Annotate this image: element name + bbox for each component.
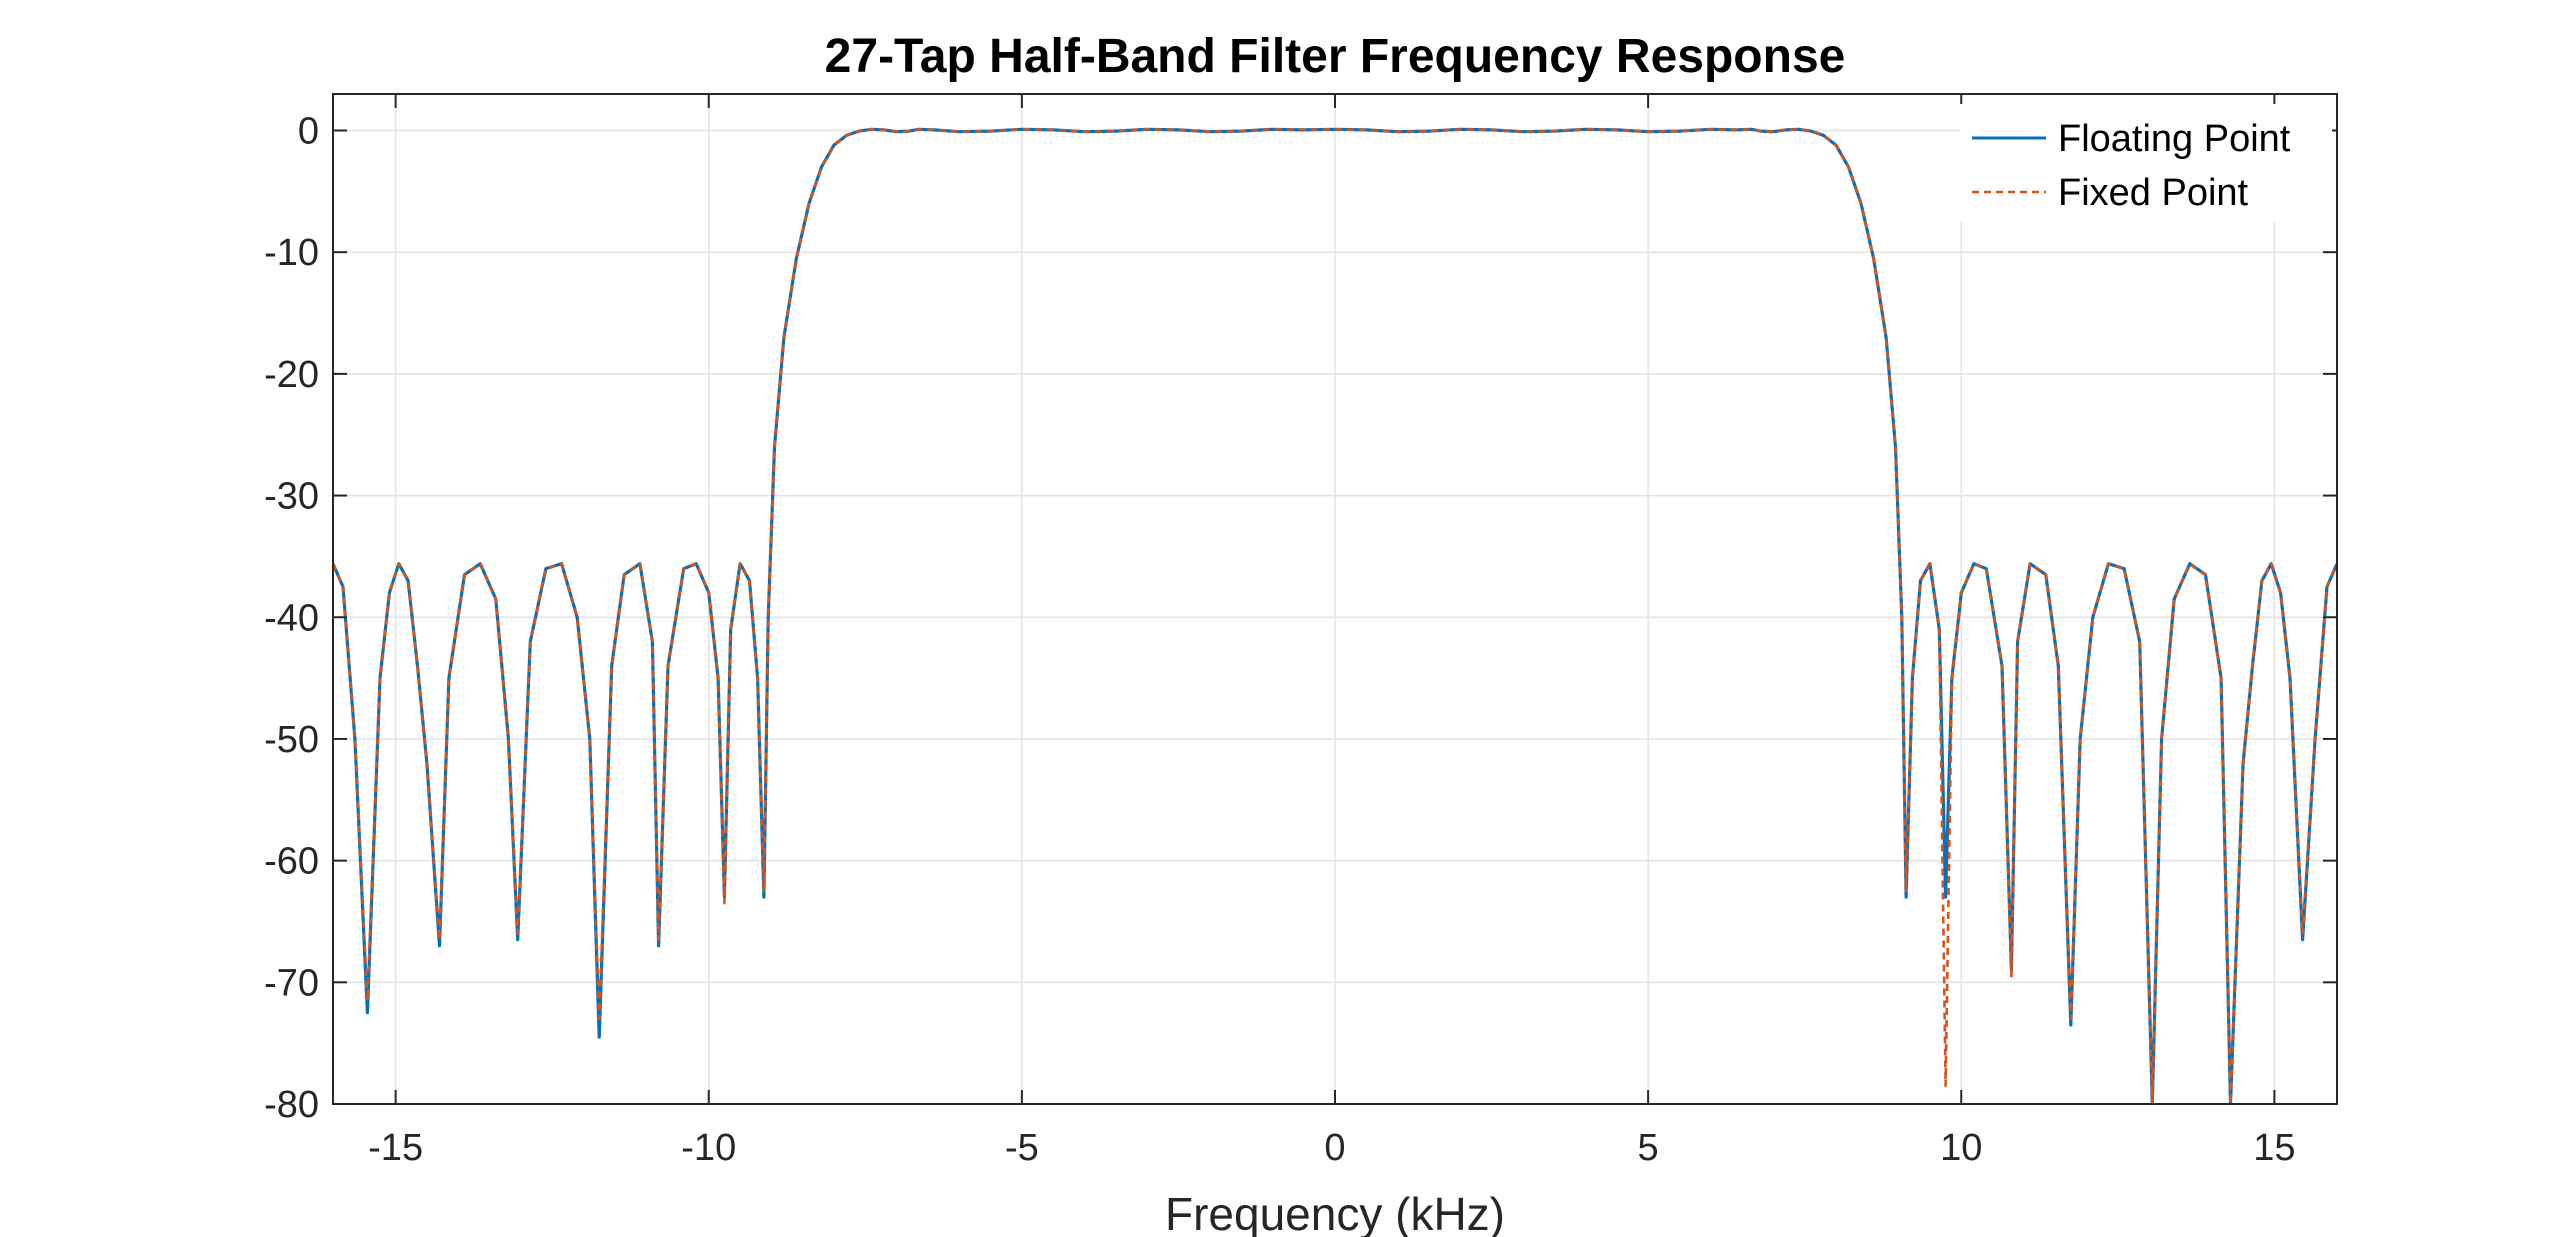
x-tick-label: 0 xyxy=(1324,1127,1345,1169)
legend-label-fixed-point: Fixed Point xyxy=(2058,172,2249,214)
x-tick-label: 15 xyxy=(2253,1127,2295,1169)
y-tick-label: -40 xyxy=(264,597,319,639)
y-tick-label: -60 xyxy=(264,841,319,883)
x-tick-label: 10 xyxy=(1940,1127,1982,1169)
y-tick-label: 0 xyxy=(298,111,319,153)
y-tick-labels: 0 -10 -20 -30 -40 -50 -60 -70 -80 xyxy=(264,111,319,1126)
y-tick-label: -50 xyxy=(264,719,319,761)
chart-title: 27-Tap Half-Band Filter Frequency Respon… xyxy=(825,30,1846,83)
x-tick-label: -5 xyxy=(1005,1127,1039,1169)
x-tick-label: -10 xyxy=(681,1127,736,1169)
x-tick-label: -15 xyxy=(368,1127,423,1169)
legend-label-floating-point: Floating Point xyxy=(2058,118,2291,160)
y-tick-label: -30 xyxy=(264,476,319,518)
plot-area xyxy=(333,127,2337,1104)
series-line-fixed-point xyxy=(333,128,2337,1104)
ticks xyxy=(333,94,2337,1105)
legend-box xyxy=(1960,104,2332,222)
y-tick-label: -70 xyxy=(264,962,319,1004)
y-tick-label: -10 xyxy=(264,232,319,274)
grid xyxy=(333,94,2337,1105)
legend: Floating Point Fixed Point xyxy=(1960,104,2332,222)
x-tick-label: 5 xyxy=(1638,1127,1659,1169)
x-tick-labels: -15 -10 -5 0 5 10 15 xyxy=(368,1127,2295,1169)
x-axis-title: Frequency (kHz) xyxy=(1165,1188,1505,1237)
y-tick-label: -80 xyxy=(264,1084,319,1126)
y-tick-label: -20 xyxy=(264,354,319,396)
